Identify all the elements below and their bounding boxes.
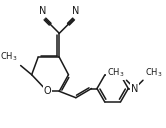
Text: CH$_3$: CH$_3$ [107,67,125,79]
Text: CH$_3$: CH$_3$ [0,50,18,63]
Text: O: O [43,86,51,96]
Text: N: N [40,6,47,16]
Text: N: N [131,83,138,94]
Text: N: N [72,6,79,16]
Text: CH$_3$: CH$_3$ [145,67,162,79]
